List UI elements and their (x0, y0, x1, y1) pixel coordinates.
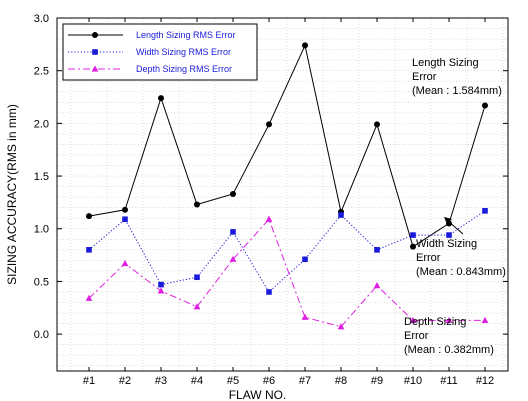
grid (57, 18, 508, 371)
axis-ticks: 3.0 2.5 2.0 1.5 1.0 0.5 0.0 #1 #2 #3 #4 #5 #6 #7 #8 #9 #… (34, 13, 508, 387)
x-axis-label: FLAW NO. (229, 388, 287, 401)
data-point (85, 294, 93, 301)
legend-swatch-marker (91, 65, 99, 72)
x-tick-label: #5 (227, 375, 239, 387)
data-point (229, 255, 237, 262)
data-point (193, 303, 201, 310)
annotation-width-line: Width Sizing (416, 238, 477, 250)
x-tick-label: #1 (83, 375, 95, 387)
annotation-length-line: Error (412, 71, 437, 83)
y-tick-label: 3.0 (34, 13, 49, 25)
y-tick-label: 0.0 (34, 329, 49, 341)
legend-swatch-marker (92, 32, 98, 38)
x-tick-label: #3 (155, 375, 167, 387)
annotation-length-line: (Mean : 1.584mm) (412, 85, 502, 97)
data-point (482, 208, 488, 214)
series-line (88, 210, 486, 293)
data-point (445, 316, 453, 324)
data-point (337, 323, 345, 330)
annotations: Length Sizing Error (Mean : 1.584mm) Width … (404, 57, 506, 356)
data-point (302, 42, 308, 49)
data-point (158, 95, 164, 102)
arrow-shaft (447, 220, 464, 235)
data-point (266, 289, 272, 295)
data-point (410, 232, 416, 238)
data-point (122, 216, 128, 223)
legend: Length Sizing RMS Error Width Sizing RMS … (62, 23, 258, 81)
series-line (88, 43, 486, 248)
data-point (194, 274, 200, 281)
legend-swatch-marker (92, 49, 98, 55)
annotation-depth-line: Error (404, 330, 429, 342)
x-tick-label: #4 (191, 375, 203, 387)
x-tick-label: #9 (371, 375, 383, 387)
series-3 (85, 215, 489, 330)
data-point (86, 213, 92, 220)
data-point (266, 121, 272, 128)
arrow-head (444, 217, 452, 224)
y-tick-label: 1.0 (34, 224, 49, 236)
data-point (194, 201, 200, 208)
x-tick-label: #2 (119, 375, 131, 387)
series-1 (86, 42, 488, 250)
data-point (265, 215, 273, 222)
legend-label: Depth Sizing RMS Error (136, 64, 232, 74)
plot-frame (56, 17, 509, 372)
data-point (373, 282, 381, 289)
data-point (446, 232, 452, 238)
data-point (301, 313, 309, 320)
data-point (481, 316, 489, 324)
x-tick-label: #8 (335, 375, 347, 387)
y-axis-label: SIZING ACCURACY(RMS in mm) (5, 104, 19, 285)
y-tick-label: 0.5 (34, 276, 49, 288)
data-point (410, 243, 416, 250)
data-point (121, 259, 129, 267)
series-layer (85, 42, 489, 330)
data-point (482, 102, 488, 109)
legend-label: Width Sizing RMS Error (136, 47, 231, 57)
legend-label: Length Sizing RMS Error (136, 30, 236, 40)
data-point (409, 316, 417, 324)
annotation-depth-line: (Mean : 0.382mm) (404, 344, 494, 356)
x-tick-label: #10 (404, 375, 422, 387)
annotation-length-line: Length Sizing (412, 57, 479, 69)
annotation-depth-line: Depth Sizing (404, 316, 466, 328)
data-point (230, 229, 236, 235)
data-point (374, 121, 380, 128)
data-point (158, 281, 164, 288)
series-2 (86, 208, 488, 295)
data-point (374, 247, 380, 253)
data-point (86, 247, 92, 253)
y-tick-label: 2.5 (34, 66, 49, 78)
data-point (122, 206, 128, 213)
data-point (230, 190, 236, 197)
x-tick-label: #11 (440, 375, 458, 387)
x-tick-label: #6 (263, 375, 275, 387)
data-point (338, 212, 344, 218)
data-point (302, 256, 308, 263)
annotation-width-arrow (444, 217, 464, 235)
annotation-width-line: (Mean : 0.843mm) (416, 266, 506, 278)
x-tick-label: #12 (476, 375, 494, 387)
series-line (88, 218, 485, 328)
data-point (157, 287, 165, 294)
y-tick-label: 2.0 (34, 118, 49, 130)
y-tick-label: 1.5 (34, 171, 49, 183)
annotation-width-line: Error (416, 252, 441, 264)
x-tick-label: #7 (299, 375, 311, 387)
